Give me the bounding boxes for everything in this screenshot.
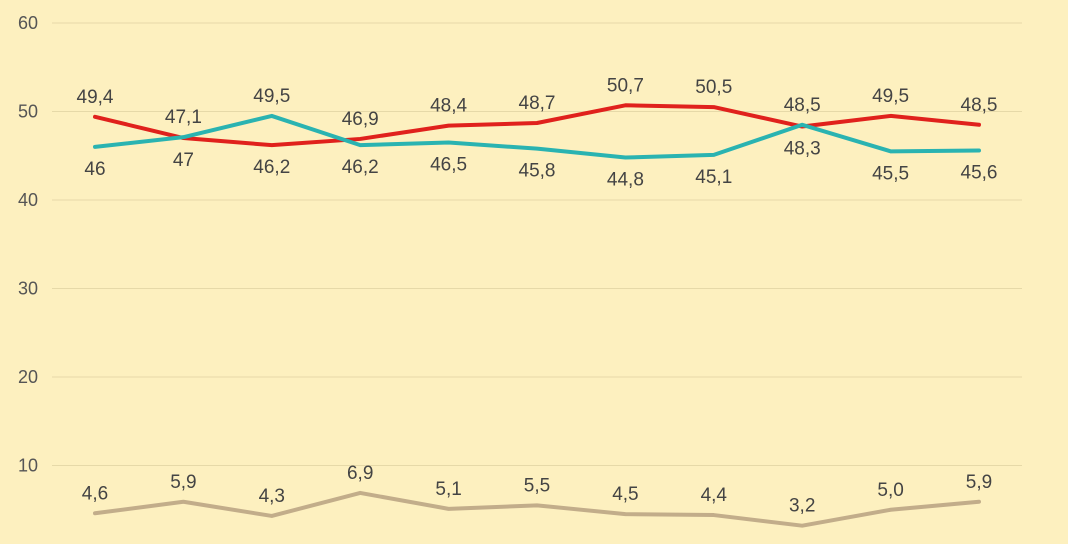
series-3-data-label: 5,1 [435,479,461,500]
series-3-data-label: 5,0 [877,480,903,501]
series-1-data-label: 46,9 [342,109,379,130]
series-lines [93,103,981,528]
y-axis: 10 20 30 40 50 60 [18,13,38,476]
y-tick-label: 60 [18,13,38,33]
series-2-data-label: 46,5 [430,154,467,175]
series-2-data-label: 46 [84,159,105,180]
series-3-data-label: 4,3 [259,486,285,507]
series-1-data-label: 48,4 [430,96,467,117]
series-3-data-label: 6,9 [347,463,373,484]
series-2-data-label: 45,5 [872,163,909,184]
series-2-data-label: 45,1 [695,167,732,188]
series-1-data-label: 46,2 [253,157,290,178]
series-1-data-label: 48,7 [519,93,556,114]
series-1-data-label: 47 [173,150,194,171]
y-tick-label: 30 [18,279,38,299]
y-tick-label: 40 [18,190,38,210]
data-labels: 49,4 47 46,2 46,9 48,4 48,7 50,7 50,5 48,3 49,5 48… [77,75,998,516]
series-2-data-label: 44,8 [607,170,644,191]
series-3-data-label: 5,9 [966,472,992,493]
series-1-data-label: 48,3 [784,139,821,160]
grid-lines [52,22,1022,466]
series-3-data-label: 5,9 [170,472,196,493]
series-1-data-label: 49,4 [77,87,114,108]
series-1-data-label: 49,5 [872,86,909,107]
series-3-data-label: 4,5 [612,484,638,505]
series-1-data-label: 50,5 [695,77,732,98]
series-2-data-label: 46,2 [342,157,379,178]
series-3-line [93,490,981,528]
y-tick-label: 10 [18,456,38,476]
series-2-data-label: 49,5 [253,86,290,107]
series-2-data-label: 47,1 [165,107,202,128]
y-tick-label: 20 [18,367,38,387]
series-1-data-label: 50,7 [607,75,644,96]
y-tick-label: 50 [18,102,38,122]
series-1-data-label: 48,5 [961,95,998,116]
series-2-data-label: 45,8 [519,161,556,182]
series-3-data-label: 5,5 [524,475,550,496]
series-3-data-label: 4,6 [82,483,108,504]
series-2-data-label: 48,5 [784,95,821,116]
series-3-data-label: 3,2 [789,496,815,517]
series-3-data-label: 4,4 [701,485,728,506]
series-2-data-label: 45,6 [961,162,998,183]
